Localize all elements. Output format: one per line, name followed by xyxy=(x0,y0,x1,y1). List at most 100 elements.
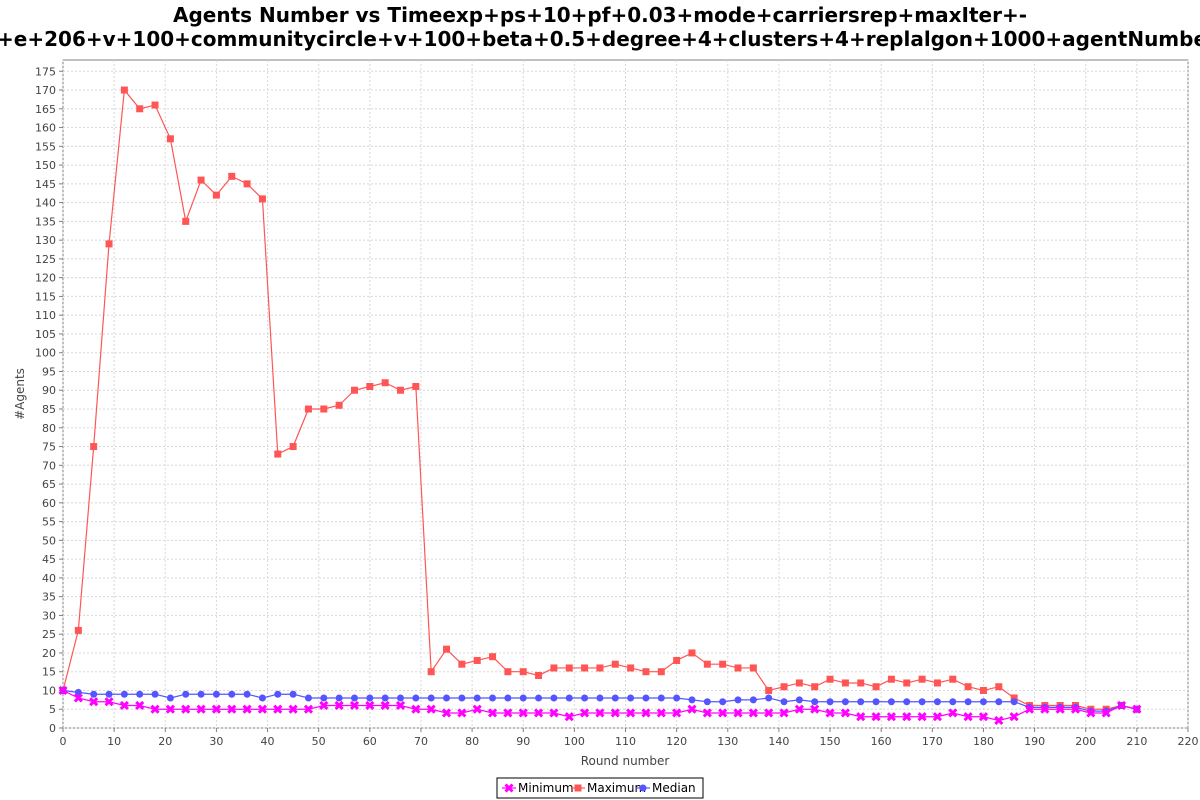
series-group xyxy=(58,86,1142,726)
x-tick-label: 90 xyxy=(516,735,530,748)
data-point-minimum xyxy=(810,704,820,714)
data-point-minimum xyxy=(119,700,129,711)
x-tick-label: 120 xyxy=(666,735,687,748)
x-tick-label: 30 xyxy=(209,735,223,748)
data-point-minimum xyxy=(196,704,206,714)
x-tick-label: 100 xyxy=(564,735,585,748)
data-point-median xyxy=(335,694,343,702)
data-point-minimum xyxy=(426,704,436,714)
y-tick-label: 100 xyxy=(35,347,56,360)
y-tick-label: 105 xyxy=(35,328,56,341)
data-point-maximum xyxy=(688,649,696,657)
data-point-maximum xyxy=(381,379,389,387)
y-tick-label: 20 xyxy=(42,647,56,660)
data-point-minimum xyxy=(242,704,252,714)
data-point-maximum xyxy=(581,664,589,672)
x-tick-label: 80 xyxy=(465,735,479,748)
x-tick-label: 170 xyxy=(922,735,943,748)
data-point-minimum xyxy=(1101,708,1111,718)
data-point-median xyxy=(443,694,451,702)
data-point-maximum xyxy=(857,679,865,687)
data-point-minimum xyxy=(595,708,605,718)
data-point-minimum xyxy=(779,708,789,718)
y-tick-label: 115 xyxy=(35,290,56,303)
y-tick-label: 165 xyxy=(35,103,56,116)
data-point-minimum xyxy=(395,700,406,711)
data-point-maximum xyxy=(811,683,819,691)
data-point-maximum xyxy=(350,386,358,394)
legend-marker-maximum xyxy=(574,784,582,792)
data-point-median xyxy=(964,698,972,706)
data-point-median xyxy=(120,690,128,698)
data-point-maximum xyxy=(105,240,113,248)
data-point-median xyxy=(703,698,711,706)
legend-marker-minimum xyxy=(504,783,514,793)
data-point-maximum xyxy=(979,686,987,694)
x-tick-label: 50 xyxy=(312,735,326,748)
y-tick-label: 140 xyxy=(35,197,56,210)
data-point-maximum xyxy=(182,217,190,225)
data-point-minimum xyxy=(733,708,743,718)
data-point-maximum xyxy=(918,675,926,683)
data-point-minimum xyxy=(457,708,467,718)
data-point-minimum xyxy=(150,704,160,714)
data-point-median xyxy=(274,690,282,698)
data-point-maximum xyxy=(611,660,619,668)
data-point-median xyxy=(212,690,220,698)
data-point-maximum xyxy=(212,191,220,199)
data-point-median xyxy=(565,694,573,702)
legend-label-maximum: Maximum xyxy=(587,781,646,795)
data-point-median xyxy=(918,698,926,706)
data-point-minimum xyxy=(564,712,574,722)
data-point-maximum xyxy=(228,172,236,180)
data-point-median xyxy=(397,694,404,702)
x-tick-label: 190 xyxy=(1024,735,1045,748)
y-tick-label: 15 xyxy=(42,666,56,679)
data-point-maximum xyxy=(473,656,481,664)
data-point-minimum xyxy=(135,700,145,711)
data-point-maximum xyxy=(243,180,251,188)
data-point-maximum xyxy=(627,664,635,672)
data-point-median xyxy=(105,690,113,698)
data-point-maximum xyxy=(366,382,374,390)
data-point-median xyxy=(166,694,174,702)
legend-label-minimum: Minimum xyxy=(518,781,574,795)
y-tick-label: 40 xyxy=(42,572,56,585)
data-point-minimum xyxy=(211,704,221,714)
data-point-maximum xyxy=(136,105,144,113)
data-point-maximum xyxy=(535,671,543,679)
data-point-maximum xyxy=(304,405,312,413)
data-point-minimum xyxy=(702,708,712,718)
data-point-median xyxy=(473,694,481,702)
data-point-minimum xyxy=(181,704,191,714)
data-point-minimum xyxy=(978,712,989,722)
data-point-median xyxy=(381,694,389,702)
y-tick-label: 130 xyxy=(35,234,56,247)
data-point-median xyxy=(627,694,635,702)
data-point-maximum xyxy=(335,401,343,409)
x-tick-label: 160 xyxy=(871,735,892,748)
chart-title-line-1: Agents Number vs Timeexp+ps+10+pf+0.03+m… xyxy=(173,3,1027,27)
data-point-median xyxy=(320,694,328,702)
x-tick-label: 140 xyxy=(768,735,789,748)
data-point-maximum xyxy=(151,101,159,109)
data-point-minimum xyxy=(503,708,513,718)
y-tick-label: 75 xyxy=(42,441,56,454)
data-point-minimum xyxy=(472,704,482,714)
data-point-minimum xyxy=(718,708,728,718)
data-point-maximum xyxy=(780,683,788,691)
data-point-median xyxy=(657,694,665,702)
data-point-minimum xyxy=(349,700,360,711)
data-point-maximum xyxy=(719,660,727,668)
data-point-maximum xyxy=(90,443,98,451)
axis-ticks: 0 5 10 15 20 25 30 35 40 45 50 55 60 65 70 75 80 85 90 95 10… xyxy=(35,65,1199,748)
data-point-minimum xyxy=(764,708,774,718)
data-point-minimum xyxy=(656,708,666,718)
x-tick-label: 150 xyxy=(820,735,841,748)
data-point-median xyxy=(258,694,266,702)
legend-item-minimum: Minimum xyxy=(502,781,574,795)
legend-box xyxy=(496,777,704,799)
data-point-maximum xyxy=(841,679,849,687)
legend-item-median: Median xyxy=(636,781,696,795)
data-point-minimum xyxy=(1086,708,1096,718)
